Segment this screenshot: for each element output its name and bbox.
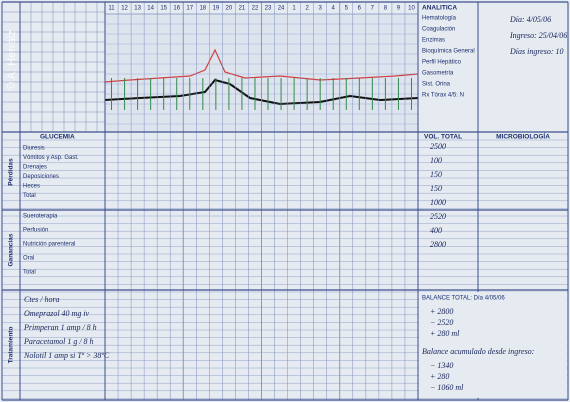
volume-value: 150 — [430, 184, 442, 193]
balance-line: − 2520 — [430, 318, 453, 327]
hour-label: 20 — [226, 6, 233, 12]
hour-label: 24 — [278, 6, 285, 12]
treatment-row: Ctes / hora — [24, 295, 60, 304]
row-label: Heces — [23, 184, 40, 190]
balance-acc-title: Balance acumulado desde ingreso: — [422, 347, 535, 356]
row-label: Diuresis — [23, 146, 45, 152]
hour-label: 15 — [160, 6, 167, 12]
section-label: Ganancias — [8, 233, 15, 266]
row-label: Nutrición parenteral — [23, 242, 75, 248]
heading: VOL. TOTAL — [424, 134, 462, 141]
treatment-row: Omeprazol 40 mg iv — [24, 309, 90, 318]
lab-item: Sist. Orina — [422, 82, 451, 88]
balance-line: + 2800 — [430, 307, 453, 316]
hour-label: 11 — [108, 6, 115, 12]
lab-item: Bioquímica General — [422, 49, 475, 55]
heading: GLUCEMIA — [40, 134, 75, 141]
hour-label: 19 — [213, 6, 220, 12]
heading: ANALITICA — [422, 5, 457, 12]
volume-value: 100 — [430, 156, 442, 165]
volume-value: 2500 — [430, 142, 446, 151]
admission: Días ingreso: 10 — [509, 47, 563, 56]
section-label: Pérdidas — [8, 158, 15, 186]
balance-line: + 280 ml — [430, 329, 460, 338]
volume-value: 400 — [430, 226, 442, 235]
heading: MICROBIOLOGÍA — [496, 132, 550, 141]
watermark: © A. Herráiz — [6, 30, 18, 89]
balance-title: BALANCE TOTAL: Día 4/05/06 — [422, 296, 505, 302]
row-label: Perfusión — [23, 228, 48, 234]
volume-value: 150 — [430, 170, 442, 179]
treatment-row: Nolotil 1 amp si Tª > 38ºC — [23, 351, 110, 360]
hour-label: 21 — [239, 6, 246, 12]
row-label: Vómitos y Asp. Gast. — [23, 155, 79, 161]
lab-item: Coagulación — [422, 27, 455, 33]
section-label: Tratamiento — [8, 327, 15, 364]
row-label: Drenajes — [23, 165, 47, 171]
row-label: Oral — [23, 256, 34, 262]
hour-label: 13 — [134, 6, 141, 12]
volume-value: 2800 — [430, 240, 446, 249]
hour-label: 10 — [408, 6, 415, 12]
hour-label: 23 — [265, 6, 272, 12]
lab-item: Hematología — [422, 16, 457, 22]
treatment-row: Paracetamol 1 g / 8 h — [23, 337, 94, 346]
balance-acc-line: + 280 — [430, 372, 449, 381]
row-label: Total — [23, 193, 36, 199]
lab-item: Rx Tórax 4/5: N — [422, 93, 464, 99]
hour-label: 16 — [173, 6, 180, 12]
admission: Día: 4/05/06 — [509, 15, 551, 24]
row-label: Sueroterapia — [23, 214, 58, 220]
hour-label: 14 — [147, 6, 154, 12]
lab-item: Enzimas — [422, 38, 445, 44]
hour-label: 17 — [186, 6, 193, 12]
hour-label: 12 — [121, 6, 128, 12]
hour-label: 22 — [252, 6, 259, 12]
form: 111213141516171819202122232412345678910A… — [0, 0, 570, 402]
balance-acc-line: − 1340 — [430, 361, 453, 370]
volume-value: 1000 — [430, 198, 446, 207]
row-label: Deposiciones — [23, 174, 59, 180]
lab-item: Perfil Hepático — [422, 60, 462, 66]
lab-item: Gasometría — [422, 71, 454, 77]
admission: Ingreso: 25/04/06 — [509, 31, 567, 40]
treatment-row: Primperan 1 amp / 8 h — [23, 323, 97, 332]
row-label: Total — [23, 270, 36, 276]
hour-label: 18 — [199, 6, 206, 12]
balance-acc-line: − 1060 ml — [430, 383, 464, 392]
volume-value: 2520 — [430, 212, 446, 221]
